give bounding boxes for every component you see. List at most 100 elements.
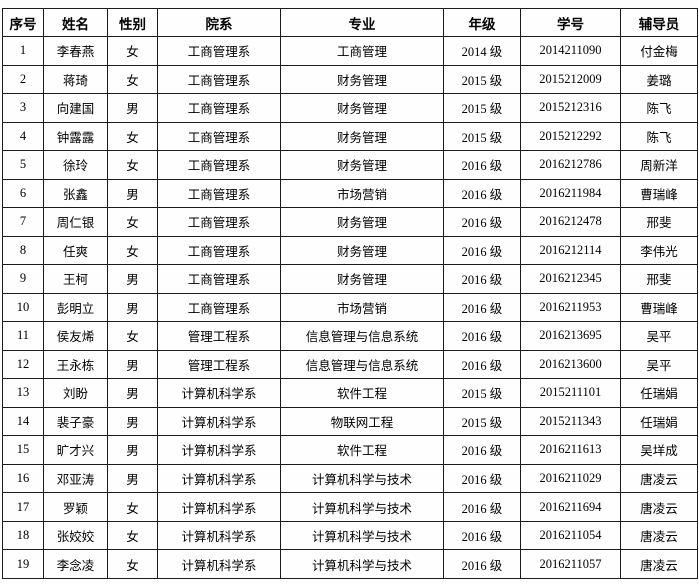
student-roster-table: 序号 姓名 性别 院系 专业 年级 学号 辅导员 1 李春燕女工商管理系 工商管理 2014 级 20… (2, 8, 698, 579)
cell-grade: 2015 级 (443, 121, 521, 152)
table-row: 5 徐玲女工商管理系 财务管理 2016 级 2016212786 周新洋 (2, 150, 698, 180)
cell-gender: 女 (107, 64, 158, 95)
column-header-counselor: 辅导员 (620, 8, 698, 37)
cell-major: 财务管理 (280, 121, 444, 152)
cell-name: 徐玲 (43, 150, 108, 180)
table-row: 17 罗颖女计算机科学系 计算机科学与技术 2016 级 2016211694 唐凌云 (2, 492, 698, 522)
cell-major: 工商管理 (280, 36, 444, 66)
cell-major: 计算机科学与技术 (280, 463, 444, 494)
cell-grade: 2015 级 (443, 406, 521, 437)
cell-index: 2 (2, 64, 44, 95)
table-row: 11 侯友烯女管理工程系 信息管理与信息系统 2016 级 2016213695 吴平 (2, 321, 698, 351)
cell-counselor: 唐凌云 (620, 520, 698, 551)
cell-grade: 2016 级 (443, 492, 521, 522)
cell-index: 11 (2, 321, 44, 351)
cell-index: 19 (2, 549, 44, 579)
cell-department: 管理工程系 (157, 349, 281, 380)
cell-student_id: 2016211694 (520, 492, 621, 522)
cell-student_id: 2016212786 (520, 150, 621, 180)
column-header-department: 院系 (157, 8, 281, 37)
cell-counselor: 任瑞娟 (620, 406, 698, 437)
cell-student_id: 2015212316 (520, 93, 621, 123)
cell-student_id: 2015211343 (520, 406, 621, 437)
cell-department: 计算机科学系 (157, 406, 281, 437)
cell-gender: 男 (107, 93, 158, 123)
cell-counselor: 吴平 (620, 321, 698, 351)
cell-student_id: 2016213695 (520, 321, 621, 351)
cell-counselor: 陈飞 (620, 93, 698, 123)
column-header-grade: 年级 (443, 8, 521, 37)
table-row: 2 蒋琦女工商管理系 财务管理 2015 级 2015212009 姜璐 (2, 64, 698, 95)
cell-counselor: 任瑞娟 (620, 378, 698, 408)
table-row: 12 王永栋男管理工程系 信息管理与信息系统 2016 级 2016213600 吴平 (2, 349, 698, 380)
cell-counselor: 周新洋 (620, 150, 698, 180)
cell-name: 邓亚涛 (43, 463, 108, 494)
cell-gender: 女 (107, 207, 158, 237)
cell-index: 12 (2, 349, 44, 380)
cell-name: 周仁银 (43, 207, 108, 237)
table-row: 14 裴子豪男计算机科学系 物联网工程 2015 级 2015211343 任瑞娟 (2, 406, 698, 437)
cell-department: 计算机科学系 (157, 492, 281, 522)
cell-student_id: 2016211054 (520, 520, 621, 551)
cell-counselor: 吴平 (620, 349, 698, 380)
cell-grade: 2016 级 (443, 520, 521, 551)
cell-department: 工商管理系 (157, 150, 281, 180)
cell-grade: 2016 级 (443, 435, 521, 465)
cell-index: 10 (2, 292, 44, 323)
cell-department: 工商管理系 (157, 235, 281, 266)
cell-counselor: 唐凌云 (620, 549, 698, 579)
cell-index: 4 (2, 121, 44, 152)
cell-major: 市场营销 (280, 178, 444, 209)
table-row: 13 刘盼男计算机科学系 软件工程 2015 级 2015211101 任瑞娟 (2, 378, 698, 408)
cell-index: 16 (2, 463, 44, 494)
cell-major: 物联网工程 (280, 406, 444, 437)
cell-student_id: 2016212345 (520, 264, 621, 294)
cell-grade: 2014 级 (443, 36, 521, 66)
cell-gender: 男 (107, 406, 158, 437)
cell-counselor: 付金梅 (620, 36, 698, 66)
table-row: 7 周仁银女工商管理系 财务管理 2016 级 2016212478 邢斐 (2, 207, 698, 237)
cell-grade: 2016 级 (443, 178, 521, 209)
cell-department: 工商管理系 (157, 292, 281, 323)
cell-major: 财务管理 (280, 64, 444, 95)
table-row: 19 李念凌女计算机科学系 计算机科学与技术 2016 级 2016211057 唐凌云 (2, 549, 698, 579)
cell-index: 14 (2, 406, 44, 437)
cell-name: 蒋琦 (43, 64, 108, 95)
cell-name: 彭明立 (43, 292, 108, 323)
cell-major: 财务管理 (280, 264, 444, 294)
cell-student_id: 2016211057 (520, 549, 621, 579)
cell-grade: 2016 级 (443, 463, 521, 494)
table-body: 1 李春燕女工商管理系 工商管理 2014 级 2014211090 付金梅 2 蒋琦女工商管… (2, 36, 698, 579)
cell-department: 工商管理系 (157, 36, 281, 66)
cell-name: 王永栋 (43, 349, 108, 380)
cell-major: 计算机科学与技术 (280, 520, 444, 551)
cell-student_id: 2016211984 (520, 178, 621, 209)
table-row: 8 任爽女工商管理系 财务管理 2016 级 2016212114 李伟光 (2, 235, 698, 266)
table-row: 16 邓亚涛男计算机科学系 计算机科学与技术 2016 级 2016211029 唐凌云 (2, 463, 698, 494)
cell-student_id: 2014211090 (520, 36, 621, 66)
cell-grade: 2016 级 (443, 321, 521, 351)
cell-counselor: 邢斐 (620, 207, 698, 237)
cell-department: 计算机科学系 (157, 378, 281, 408)
cell-gender: 男 (107, 435, 158, 465)
cell-name: 王柯 (43, 264, 108, 294)
cell-gender: 男 (107, 349, 158, 380)
cell-counselor: 唐凌云 (620, 492, 698, 522)
cell-index: 7 (2, 207, 44, 237)
cell-gender: 男 (107, 264, 158, 294)
cell-student_id: 2015212009 (520, 64, 621, 95)
cell-counselor: 唐凌云 (620, 463, 698, 494)
cell-department: 计算机科学系 (157, 435, 281, 465)
cell-gender: 女 (107, 520, 158, 551)
cell-department: 工商管理系 (157, 264, 281, 294)
cell-index: 18 (2, 520, 44, 551)
cell-counselor: 曹瑞峰 (620, 178, 698, 209)
cell-index: 5 (2, 150, 44, 180)
cell-grade: 2015 级 (443, 64, 521, 95)
table-row: 1 李春燕女工商管理系 工商管理 2014 级 2014211090 付金梅 (2, 36, 698, 66)
table-row: 4 钟露露女工商管理系 财务管理 2015 级 2015212292 陈飞 (2, 121, 698, 152)
cell-name: 旷才兴 (43, 435, 108, 465)
cell-gender: 男 (107, 178, 158, 209)
cell-name: 张姣姣 (43, 520, 108, 551)
cell-index: 6 (2, 178, 44, 209)
